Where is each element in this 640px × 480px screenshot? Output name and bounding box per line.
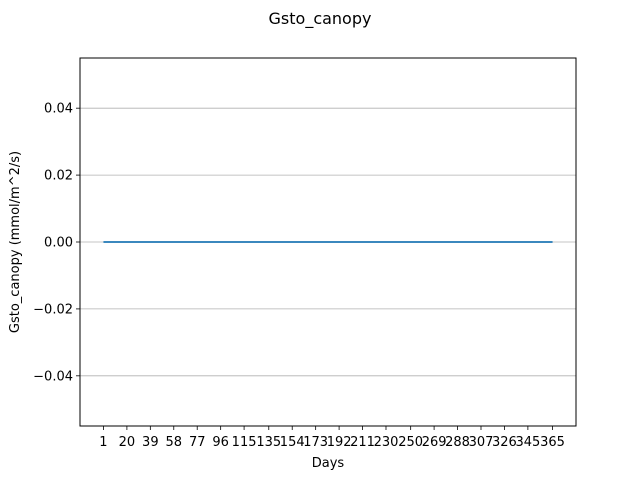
x-tick-label: 154: [280, 435, 305, 450]
x-tick-label: 96: [212, 435, 229, 450]
x-tick-label: 77: [189, 435, 206, 450]
x-axis-label: Days: [312, 456, 345, 471]
x-tick-label: 211: [350, 435, 375, 450]
y-tick-label: 0.00: [44, 236, 73, 251]
x-tick-label: 135: [256, 435, 281, 450]
x-tick-label: 345: [515, 435, 540, 450]
y-tick-label: 0.04: [44, 102, 73, 117]
x-tick-label: 39: [142, 435, 159, 450]
x-tick-label: 20: [119, 435, 136, 450]
x-tick-label: 307: [469, 435, 494, 450]
x-tick-label: 1: [99, 435, 107, 450]
y-axis: −0.04 −0.02 0.00 0.02 0.04: [33, 102, 80, 384]
x-tick-label: 288: [445, 435, 470, 450]
x-tick-label: 365: [540, 435, 565, 450]
y-tick-label: −0.04: [33, 369, 73, 384]
y-tick-label: −0.02: [33, 302, 73, 317]
x-tick-label: 173: [303, 435, 328, 450]
chart-title: Gsto_canopy: [269, 9, 372, 29]
x-tick-label: 250: [398, 435, 423, 450]
x-tick-label: 58: [165, 435, 182, 450]
y-tick-label: 0.02: [44, 169, 73, 184]
x-tick-label: 230: [374, 435, 399, 450]
x-tick-label: 326: [492, 435, 517, 450]
x-tick-label: 269: [422, 435, 447, 450]
x-tick-label: 192: [327, 435, 352, 450]
x-tick-label: 115: [232, 435, 257, 450]
y-axis-label: Gsto_canopy (mmol/m^2/s): [8, 151, 23, 333]
